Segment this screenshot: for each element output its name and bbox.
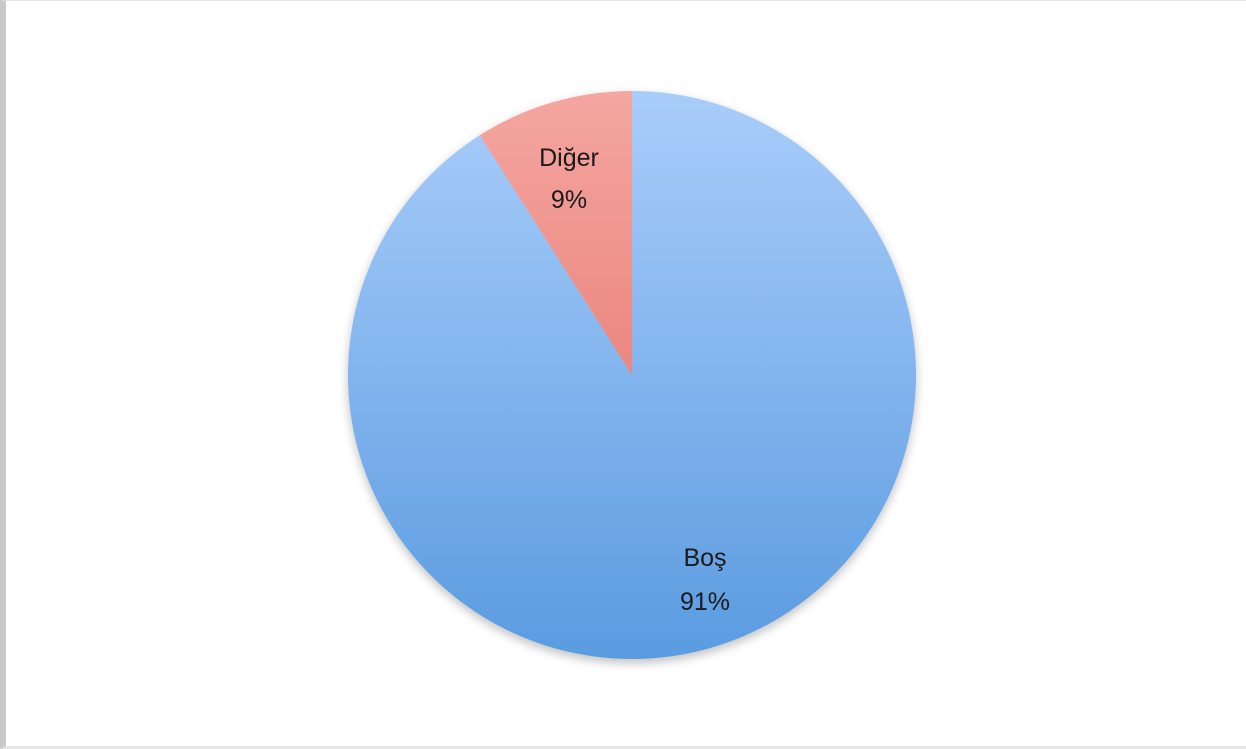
slice-label-diger-value: 9% [551, 186, 587, 214]
slice-label-diger-name: Diğer [539, 144, 599, 172]
pie-labels: Boş 91% Diğer 9% [539, 144, 730, 616]
pie-slice-diger [479, 91, 632, 375]
slice-label-bos-name: Boş [683, 544, 726, 572]
pie-slices [347, 91, 916, 659]
slice-label-bos-value: 91% [680, 588, 730, 616]
